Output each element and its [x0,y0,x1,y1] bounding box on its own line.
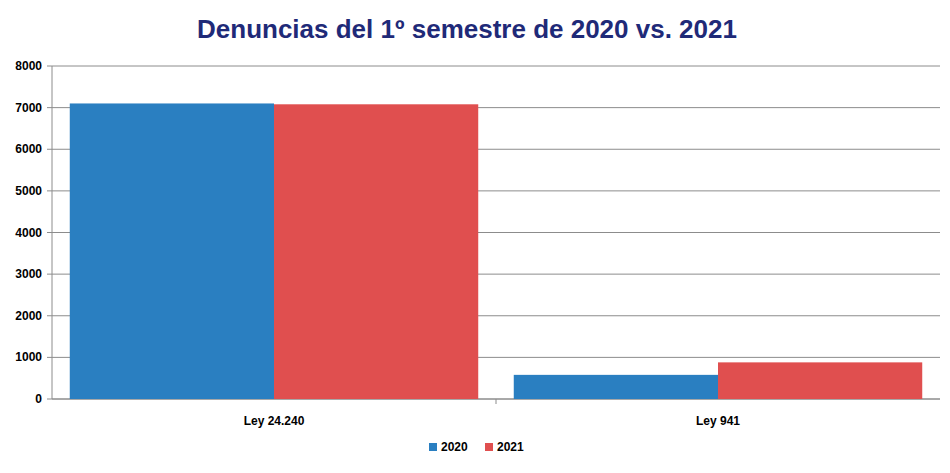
category-tick [496,399,497,404]
tick-label: 7000 [15,101,42,115]
chart-svg: Denuncias del 1º semestre de 2020 vs. 20… [0,0,950,473]
tick-mark [47,274,52,275]
tick-mark [47,66,52,67]
tick-label: 0 [35,392,42,406]
bar [274,104,478,399]
tick-label: 2000 [15,309,42,323]
title: Denuncias del 1º semestre de 2020 vs. 20… [197,14,737,44]
legend-label: 2020 [441,440,468,454]
category-label: Ley 941 [696,414,740,428]
bar [70,103,274,399]
legend-label: 2021 [497,440,524,454]
tick-mark [47,357,52,358]
tick-label: 5000 [15,184,42,198]
legend: 2020 2021 [429,440,524,454]
tick-mark [47,232,52,233]
chart-root: Denuncias del 1º semestre de 2020 vs. 20… [0,0,950,473]
bar [514,375,718,399]
tick-mark [47,315,52,316]
bars [70,103,922,399]
tick-label: 6000 [15,142,42,156]
tick-mark [47,107,52,108]
legend-swatch [485,443,493,451]
category-label: Ley 24.240 [244,414,305,428]
bar [718,362,922,399]
y-axis [52,66,53,399]
tick-label: 8000 [15,59,42,73]
tick-label: 4000 [15,226,42,240]
legend-swatch [429,443,437,451]
tick-mark [47,190,52,191]
tick-mark [47,399,52,400]
tick-mark [47,149,52,150]
tick-label: 3000 [15,267,42,281]
tick-label: 1000 [15,350,42,364]
grid-line [52,66,940,67]
